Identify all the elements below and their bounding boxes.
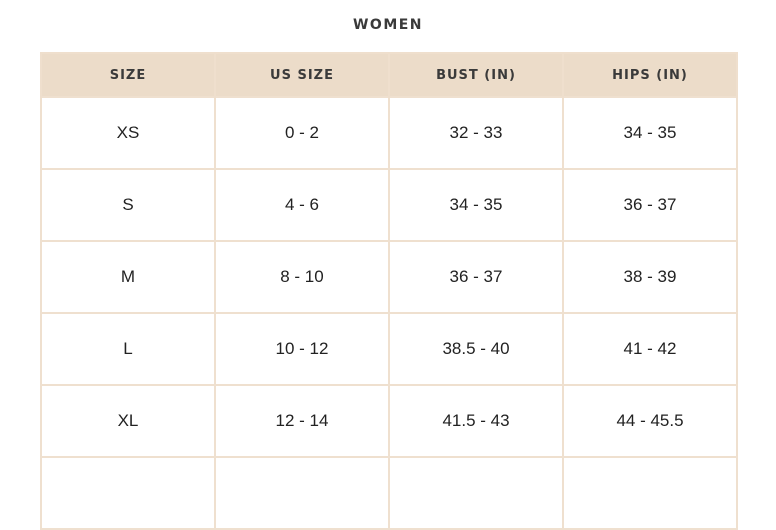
cell-empty: [40, 456, 216, 530]
header-us-size: US SIZE: [214, 52, 390, 97]
cell-hips: 41 - 42: [562, 312, 738, 386]
header-size: SIZE: [40, 52, 216, 97]
header-hips: HIPS (IN): [562, 52, 738, 97]
table-row: [40, 456, 738, 530]
cell-size: XS: [40, 96, 216, 170]
cell-bust: 36 - 37: [388, 240, 564, 314]
cell-hips: 44 - 45.5: [562, 384, 738, 458]
cell-hips: 34 - 35: [562, 96, 738, 170]
cell-empty: [562, 456, 738, 530]
cell-empty: [388, 456, 564, 530]
cell-us-size: 4 - 6: [214, 168, 390, 242]
cell-size: XL: [40, 384, 216, 458]
table-row: L 10 - 12 38.5 - 40 41 - 42: [40, 312, 738, 386]
cell-us-size: 10 - 12: [214, 312, 390, 386]
cell-size: M: [40, 240, 216, 314]
cell-us-size: 8 - 10: [214, 240, 390, 314]
cell-bust: 38.5 - 40: [388, 312, 564, 386]
cell-hips: 36 - 37: [562, 168, 738, 242]
cell-bust: 32 - 33: [388, 96, 564, 170]
cell-empty: [214, 456, 390, 530]
cell-size: S: [40, 168, 216, 242]
cell-us-size: 0 - 2: [214, 96, 390, 170]
cell-bust: 41.5 - 43: [388, 384, 564, 458]
size-chart-table: SIZE US SIZE BUST (IN) HIPS (IN) XS 0 - 2…: [40, 52, 738, 530]
header-row: SIZE US SIZE BUST (IN) HIPS (IN): [40, 52, 738, 97]
cell-us-size: 12 - 14: [214, 384, 390, 458]
cell-hips: 38 - 39: [562, 240, 738, 314]
table-title: WOMEN: [352, 17, 424, 33]
table-row: XS 0 - 2 32 - 33 34 - 35: [40, 96, 738, 170]
table-row: XL 12 - 14 41.5 - 43 44 - 45.5: [40, 384, 738, 458]
cell-bust: 34 - 35: [388, 168, 564, 242]
cell-size: L: [40, 312, 216, 386]
header-bust: BUST (IN): [388, 52, 564, 97]
